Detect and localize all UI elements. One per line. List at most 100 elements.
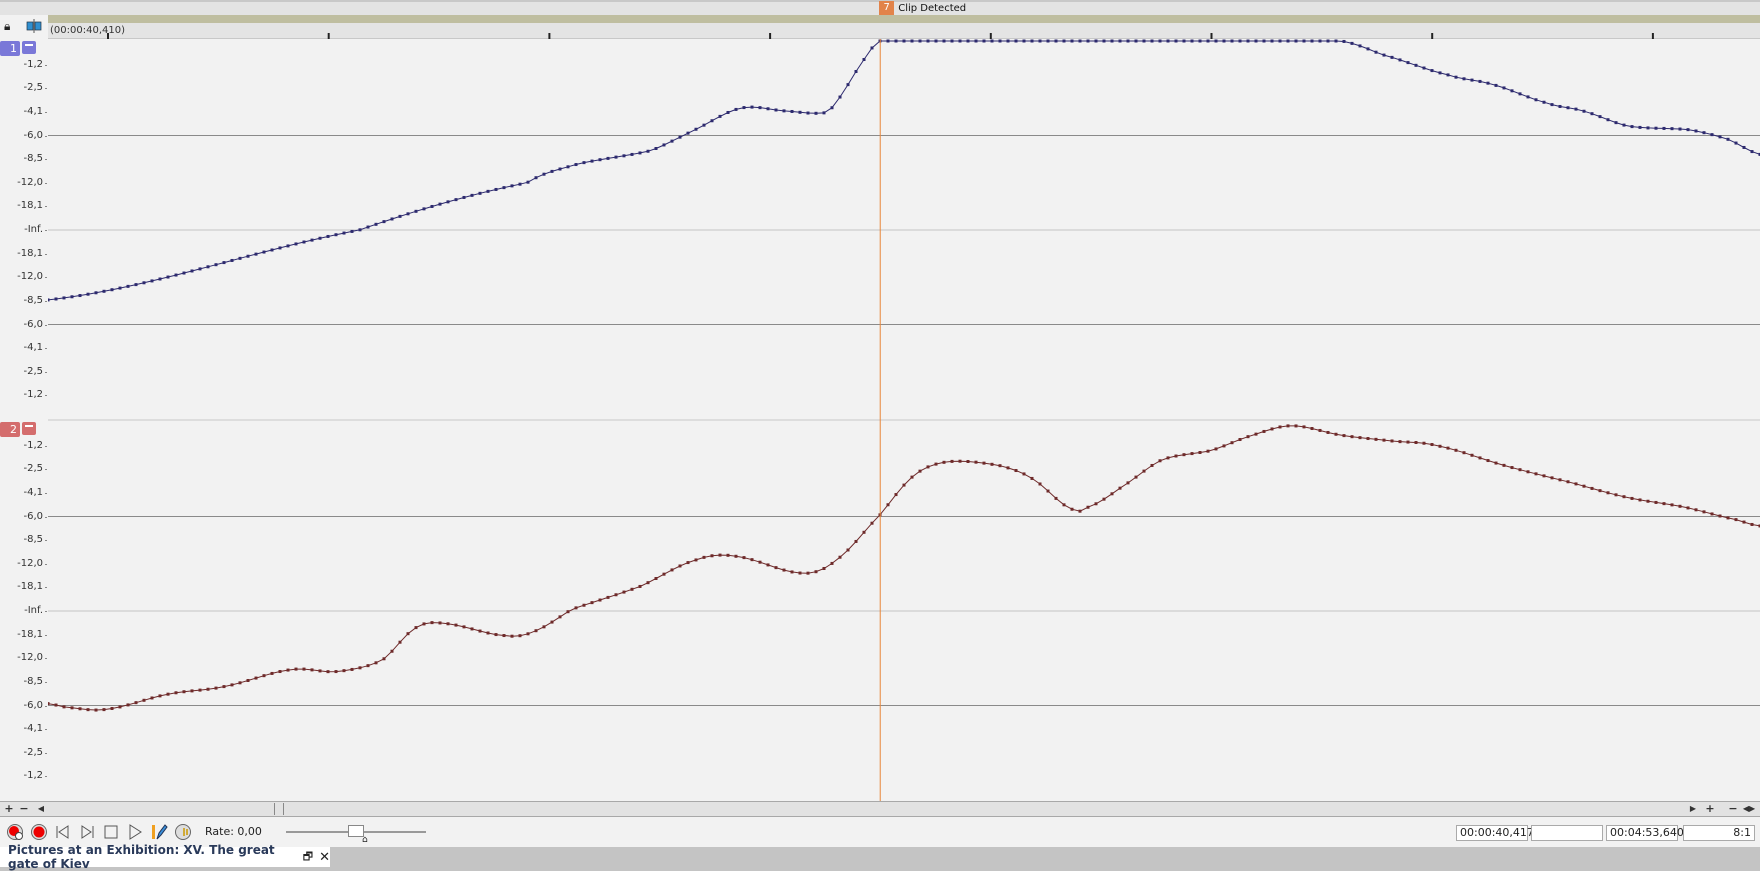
sample-point[interactable] (950, 39, 954, 43)
sample-point[interactable] (1110, 492, 1114, 496)
sample-point[interactable] (870, 521, 874, 525)
time-ruler[interactable]: (00:00:40,410) (48, 23, 1760, 39)
sample-point[interactable] (382, 657, 386, 661)
sample-point[interactable] (990, 462, 994, 466)
sample-point[interactable] (1270, 427, 1274, 431)
sample-point[interactable] (48, 298, 50, 302)
sample-point[interactable] (1518, 468, 1522, 472)
sample-point[interactable] (246, 678, 250, 682)
sample-point[interactable] (246, 254, 250, 258)
sample-point[interactable] (1334, 432, 1338, 436)
sample-point[interactable] (1342, 39, 1346, 43)
sample-point[interactable] (1174, 454, 1178, 458)
document-tab[interactable]: Pictures at an Exhibition: XV. The great… (0, 843, 330, 871)
sample-point[interactable] (1054, 496, 1058, 500)
sample-point[interactable] (310, 668, 314, 672)
sample-point[interactable] (718, 553, 722, 557)
sample-point[interactable] (974, 460, 978, 464)
sample-point[interactable] (1718, 514, 1722, 518)
sample-point[interactable] (318, 236, 322, 240)
scroll-thumb[interactable] (274, 803, 284, 815)
sample-point[interactable] (238, 681, 242, 685)
selection-end-field[interactable] (1531, 825, 1603, 841)
sample-point[interactable] (454, 623, 458, 627)
sample-point[interactable] (1502, 86, 1506, 90)
sample-point[interactable] (1558, 478, 1562, 482)
sample-point[interactable] (1550, 476, 1554, 480)
edit-tool-icon[interactable] (150, 823, 168, 841)
sample-point[interactable] (1086, 505, 1090, 509)
sample-point[interactable] (694, 558, 698, 562)
sample-point[interactable] (1006, 39, 1010, 43)
sample-point[interactable] (606, 595, 610, 599)
sample-point[interactable] (1470, 78, 1474, 82)
sample-point[interactable] (678, 135, 682, 139)
sample-point[interactable] (934, 39, 938, 43)
sample-point[interactable] (358, 666, 362, 670)
sample-point[interactable] (1758, 152, 1760, 156)
sample-point[interactable] (62, 296, 66, 300)
sample-point[interactable] (1102, 39, 1106, 43)
sample-point[interactable] (1438, 444, 1442, 448)
sample-point[interactable] (1638, 125, 1642, 129)
sample-point[interactable] (1734, 141, 1738, 145)
sample-point[interactable] (462, 195, 466, 199)
sample-point[interactable] (1462, 451, 1466, 455)
sample-point[interactable] (830, 561, 834, 565)
sample-point[interactable] (766, 563, 770, 567)
sample-point[interactable] (1590, 486, 1594, 490)
channel-1-minimize-button[interactable] (22, 41, 36, 54)
sample-point[interactable] (702, 123, 706, 127)
sample-point[interactable] (542, 625, 546, 629)
sample-point[interactable] (774, 108, 778, 112)
sample-point[interactable] (262, 674, 266, 678)
sample-point[interactable] (102, 708, 106, 712)
zoom-ratio-field[interactable]: 8:1 (1683, 825, 1755, 841)
sample-point[interactable] (1742, 520, 1746, 524)
sample-point[interactable] (326, 234, 330, 238)
sample-point[interactable] (1750, 522, 1754, 526)
sample-point[interactable] (342, 231, 346, 235)
sample-point[interactable] (1694, 508, 1698, 512)
sample-point[interactable] (982, 461, 986, 465)
sample-point[interactable] (526, 180, 530, 184)
vertical-zoom-in-button[interactable]: + (1705, 802, 1715, 815)
sample-point[interactable] (758, 560, 762, 564)
sample-point[interactable] (1622, 123, 1626, 127)
sample-point[interactable] (494, 633, 498, 637)
sample-point[interactable] (1182, 39, 1186, 43)
sample-point[interactable] (654, 577, 658, 581)
sample-point[interactable] (230, 258, 234, 262)
sample-point[interactable] (1510, 466, 1514, 470)
sample-point[interactable] (1206, 449, 1210, 453)
sample-point[interactable] (1510, 89, 1514, 93)
sample-point[interactable] (1406, 440, 1410, 444)
sample-point[interactable] (1214, 39, 1218, 43)
restore-window-icon[interactable]: 🗗︎ (302, 849, 314, 863)
sample-point[interactable] (1558, 104, 1562, 108)
sample-point[interactable] (1094, 39, 1098, 43)
sample-point[interactable] (998, 464, 1002, 468)
sample-point[interactable] (1238, 39, 1242, 43)
sample-point[interactable] (1678, 504, 1682, 508)
sample-point[interactable] (1030, 39, 1034, 43)
sample-point[interactable] (854, 539, 858, 543)
sample-point[interactable] (1310, 39, 1314, 43)
sample-point[interactable] (1158, 459, 1162, 463)
sample-point[interactable] (614, 155, 618, 159)
sample-point[interactable] (1750, 150, 1754, 154)
sample-point[interactable] (86, 292, 90, 296)
sample-point[interactable] (1566, 480, 1570, 484)
sample-point[interactable] (102, 289, 106, 293)
sample-point[interactable] (1310, 427, 1314, 431)
sample-point[interactable] (510, 184, 514, 188)
sample-point[interactable] (1742, 145, 1746, 149)
sample-point[interactable] (1358, 44, 1362, 48)
sample-point[interactable] (790, 570, 794, 574)
sample-point[interactable] (110, 706, 114, 710)
sample-point[interactable] (1630, 496, 1634, 500)
sample-point[interactable] (774, 566, 778, 570)
sample-point[interactable] (1494, 83, 1498, 87)
sample-point[interactable] (1662, 502, 1666, 506)
sample-point[interactable] (526, 632, 530, 636)
